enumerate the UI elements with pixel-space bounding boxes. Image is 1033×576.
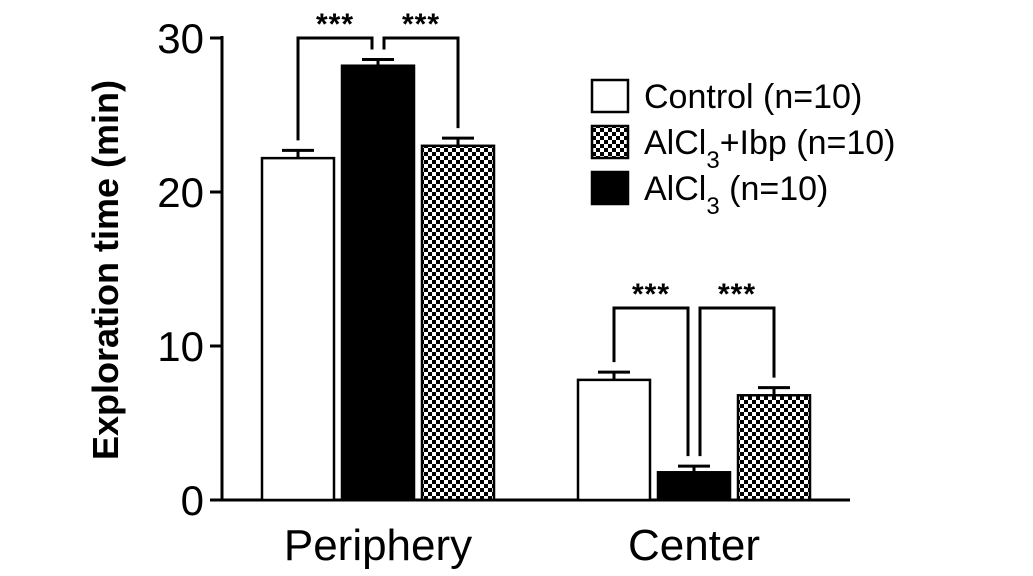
bar [736,394,812,502]
y-tick-label: 10 [157,323,204,370]
significance-label: *** [632,278,670,311]
legend-swatch [590,78,630,114]
legend-label: AlCl3 (n=10) [644,170,828,220]
legend-label: AlCl3+Ibp (n=10) [644,124,896,174]
y-tick-label: 20 [157,169,204,216]
y-axis-label: Exploration time (min) [85,80,126,460]
y-tick-label: 0 [181,477,204,524]
significance-bracket [296,36,374,141]
legend-swatch [590,170,630,206]
significance-label: *** [316,8,354,41]
significance-label: *** [718,278,756,311]
bar [260,156,336,502]
legend: Control (n=10) AlCl3+Ibp (n=10)AlCl3 (n=1… [590,78,896,220]
legend-swatch [590,124,630,160]
bar [340,64,416,502]
y-tick-label: 30 [157,15,204,62]
bar [420,144,496,502]
significance-brackets: *** *** *** *** [296,8,776,457]
bar [656,471,732,502]
significance-bracket [612,306,690,457]
significance-label: *** [402,8,440,41]
significance-bracket [698,306,776,457]
bars: Periphery Center [260,58,812,570]
x-category-label: Periphery [284,521,472,570]
significance-bracket [382,36,460,129]
bar [576,378,652,502]
legend-label: Control (n=10) [644,78,862,116]
x-category-label: Center [628,521,760,570]
